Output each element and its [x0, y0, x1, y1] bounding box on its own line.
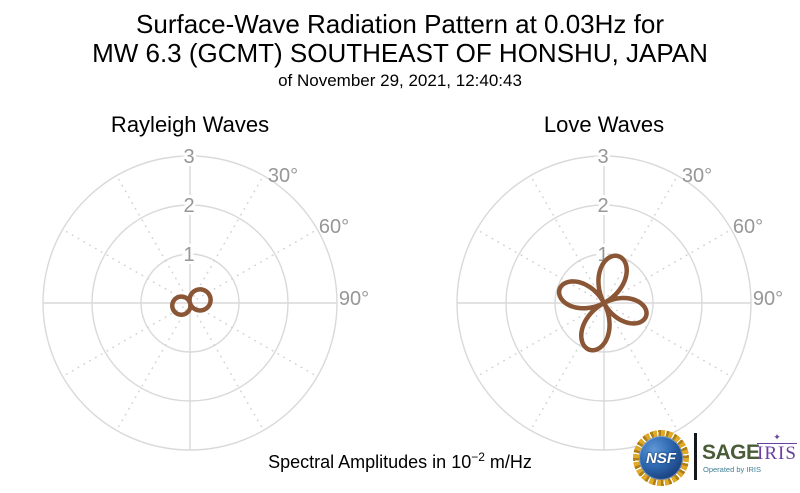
angle-tick-label: 30°	[268, 165, 298, 187]
units-caption: Spectral Amplitudes in 10−2 m/Hz	[0, 450, 800, 473]
figure-title-line-2: MW 6.3 (GCMT) SOUTHEAST OF HONSHU, JAPAN	[92, 38, 708, 68]
radial-tick-label: 3	[183, 146, 194, 168]
logo-divider	[694, 433, 697, 480]
polar-grid-spoke	[115, 174, 187, 297]
angle-tick-label: 60°	[319, 216, 349, 238]
sage-logo-subtext: Operated by IRIS	[703, 465, 761, 474]
sage-logo-label: SAGE	[702, 441, 760, 464]
radial-tick-label: 2	[597, 195, 608, 217]
radial-tick-label: 1	[597, 244, 608, 266]
iris-logo: ✦ IRIS	[756, 432, 798, 464]
polar-grid-spoke	[529, 174, 601, 297]
figure-title-date: of November 29, 2021, 12:40:43	[278, 71, 522, 90]
iris-logo-label: IRIS	[757, 443, 797, 464]
polar-grid-spoke	[610, 306, 733, 378]
polar-grid-spoke	[607, 309, 679, 432]
polar-grid-spoke	[475, 306, 598, 378]
polar-grid-spoke	[475, 228, 598, 300]
polar-grid-spoke	[115, 309, 187, 432]
polar-grid-spoke	[196, 306, 319, 378]
radiation-pattern-path	[556, 253, 649, 353]
units-caption-prefix: Spectral Amplitudes in 10	[268, 452, 472, 472]
polar-grid-spoke	[61, 228, 184, 300]
angle-tick-label: 90°	[753, 288, 783, 310]
nsf-logo-label: NSF	[646, 449, 676, 467]
iris-star-icon: ✦	[772, 432, 782, 442]
units-caption-suffix: m/Hz	[484, 452, 532, 472]
units-caption-exponent: −2	[471, 450, 485, 464]
polar-grid-spoke	[196, 228, 319, 300]
figure-title-line-1: Surface-Wave Radiation Pattern at 0.03Hz…	[136, 9, 664, 39]
polar-grid-spoke	[193, 309, 265, 432]
polar-grid-spoke	[193, 174, 265, 297]
nsf-logo: NSF	[633, 430, 689, 486]
polar-grid-spoke	[529, 309, 601, 432]
radiation-pattern-path	[170, 287, 213, 317]
polar-grid-spoke	[610, 228, 733, 300]
rayleigh-chart-title: Rayleigh Waves	[110, 112, 270, 137]
love-polar-chart: 1 2 3 30° 60° 90°	[456, 143, 783, 451]
angle-tick-label: 30°	[682, 165, 712, 187]
rayleigh-polar-chart: 1 2 3 30° 60° 90°	[42, 143, 369, 451]
polar-grid-spoke	[607, 174, 679, 297]
angle-tick-label: 60°	[733, 216, 763, 238]
radial-tick-label: 2	[183, 195, 194, 217]
nsf-globe-icon: NSF	[639, 436, 683, 480]
love-chart-title: Love Waves	[543, 112, 665, 137]
radial-tick-label: 1	[183, 244, 194, 266]
iris-rule: ✦	[757, 432, 797, 444]
angle-tick-label: 90°	[339, 288, 369, 310]
polar-grid-spoke	[61, 306, 184, 378]
radial-tick-label: 3	[597, 146, 608, 168]
